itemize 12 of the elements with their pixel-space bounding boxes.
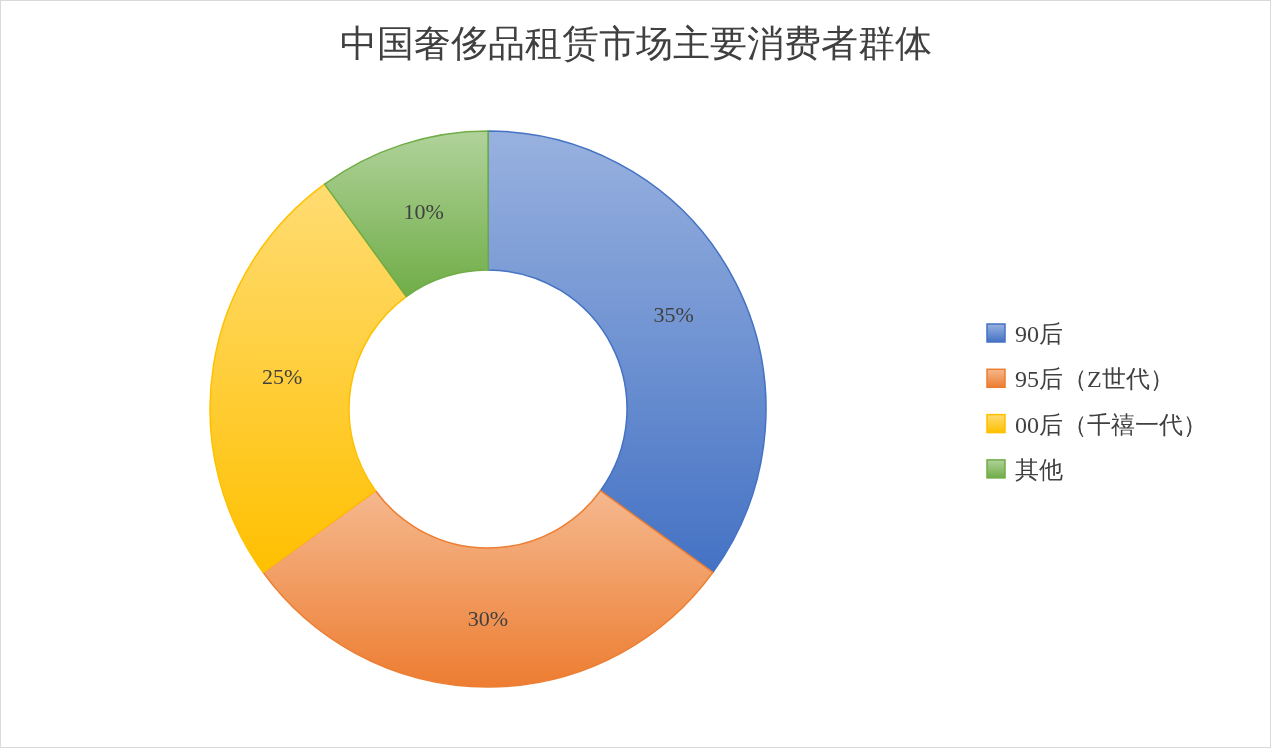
donut-slice	[487, 130, 767, 574]
legend-label: 其他	[1015, 456, 1063, 483]
donut-slice	[323, 130, 489, 298]
data-label: 10%	[403, 198, 444, 224]
legend-label: 00后（千禧一代）	[1015, 411, 1207, 438]
donut-slice	[262, 489, 714, 688]
legend-label: 90后	[1015, 321, 1063, 347]
legend-label: 95后（Z世代）	[1015, 366, 1174, 393]
data-label: 30%	[467, 605, 509, 631]
chart-title: 中国奢侈品租赁市场主要消费者群体	[340, 23, 932, 64]
data-label: 35%	[653, 302, 694, 328]
data-label: 25%	[261, 364, 303, 390]
